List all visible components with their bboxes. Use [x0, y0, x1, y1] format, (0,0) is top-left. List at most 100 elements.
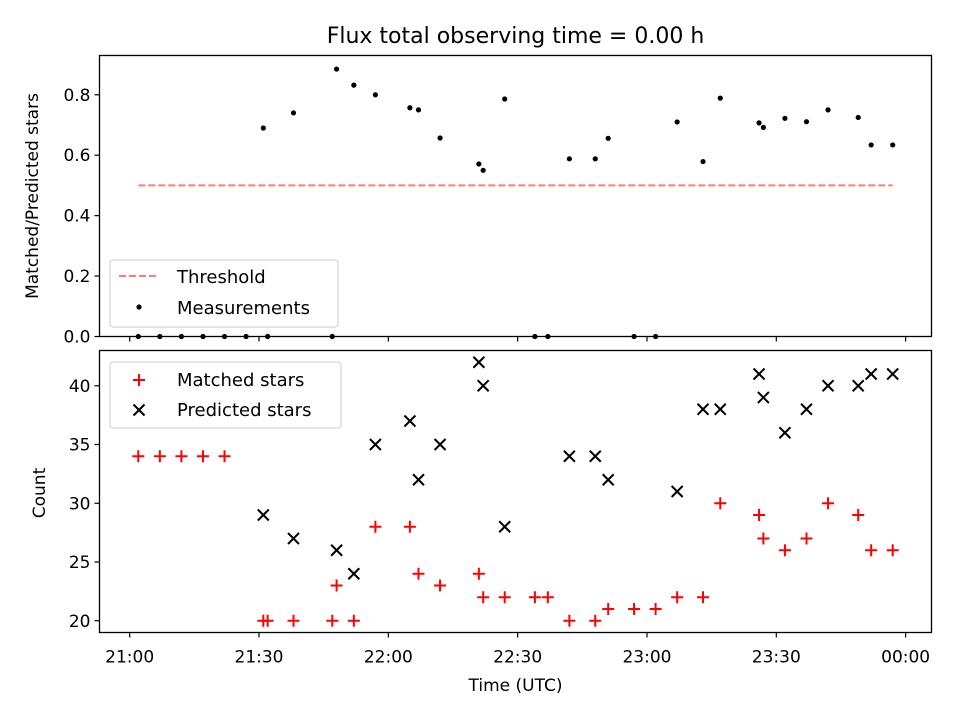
matched-point — [714, 497, 727, 510]
measurement-point — [890, 142, 896, 148]
chart-title: Flux total observing time = 0.00 h — [327, 24, 705, 49]
matched-point — [132, 450, 145, 463]
predicted-point — [696, 403, 710, 416]
cross-stroke-b — [412, 473, 425, 486]
x-tick-label: 22:30 — [493, 648, 542, 668]
top-y-tick-label: 0.0 — [63, 328, 90, 348]
bottom-y-axis-label: Count — [30, 467, 50, 518]
legend-matched-swatch — [133, 374, 145, 386]
cross-stroke-b — [132, 403, 146, 417]
predicted-point — [330, 544, 343, 557]
predicted-point — [433, 438, 447, 451]
x-tick-label: 23:30 — [752, 648, 801, 668]
measurement-point — [260, 125, 266, 131]
bottom-y-tick-label: 25 — [69, 553, 91, 573]
cross-stroke-b — [498, 520, 511, 533]
matched-point — [886, 544, 899, 557]
measurement-point — [333, 66, 340, 72]
measurement-point — [868, 142, 874, 148]
top-y-tick-label: 0.8 — [63, 86, 90, 106]
predicted-point — [864, 367, 878, 381]
bottom-legend: Matched stars Predicted stars — [109, 361, 342, 429]
matched-point — [778, 544, 791, 557]
measurement-point — [415, 107, 422, 113]
bottom-legend-box — [109, 361, 342, 429]
predicted-point — [287, 532, 300, 545]
cross-stroke-b — [472, 356, 486, 369]
bottom-axes-frame — [98, 349, 933, 634]
matched-point — [541, 591, 554, 604]
top-y-tick-label: 0.2 — [63, 267, 90, 287]
matched-point — [261, 614, 274, 627]
top-legend: Threshold Measurements — [109, 259, 339, 328]
matched-point — [369, 520, 382, 533]
bottom-panel: 20 25 30 35 40 21:00 21:30 22:00 22:30 23:00 23:3… — [30, 349, 933, 696]
cross-stroke-b — [330, 544, 343, 557]
measurement-point — [407, 105, 413, 111]
cross-stroke-b — [752, 367, 766, 381]
measurement-point — [605, 135, 611, 141]
x-tick-label: 00:00 — [881, 648, 930, 668]
matched-point — [330, 579, 343, 592]
legend-predicted-swatch — [132, 403, 146, 417]
measurement-point — [480, 167, 486, 173]
top-marks — [135, 66, 896, 340]
top-panel: 0.00.20.40.60.8 Matched/Predicted stars … — [23, 54, 933, 348]
matched-point — [196, 450, 209, 463]
cross-stroke-b — [257, 508, 270, 522]
measurement-point — [756, 120, 762, 126]
matched-point — [697, 591, 710, 604]
top-y-ticks: 0.0 0.2 0.4 0.6 0.8 — [63, 86, 100, 348]
bottom-marks — [132, 356, 899, 627]
matched-point — [434, 579, 447, 592]
measurement-point — [700, 158, 706, 165]
matched-point — [628, 603, 641, 615]
cross-stroke-b — [589, 450, 602, 463]
legend-measurements-label: Measurements — [177, 298, 310, 319]
measurement-point — [372, 92, 378, 98]
matched-point — [403, 520, 416, 533]
predicted-point — [347, 567, 361, 580]
bottom-y-tick-label: 20 — [69, 612, 91, 632]
measurement-point — [782, 115, 788, 121]
matched-point — [287, 614, 300, 627]
matched-point — [757, 532, 770, 545]
bottom-y-tick-label: 30 — [69, 494, 91, 514]
predicted-point — [472, 356, 486, 369]
measurement-point — [502, 96, 508, 102]
predicted-point — [369, 438, 382, 451]
bottom-y-tick-label: 40 — [69, 377, 91, 397]
predicted-point — [601, 473, 615, 486]
measurement-point — [592, 156, 598, 162]
cross-stroke-b — [601, 473, 615, 486]
x-tick-label: 21:00 — [105, 648, 154, 668]
legend-matched-label: Matched stars — [177, 370, 304, 391]
cross-stroke-b — [852, 379, 865, 392]
predicted-point — [498, 520, 511, 533]
matched-point — [852, 509, 865, 521]
matched-point — [153, 450, 166, 463]
measurement-point — [437, 135, 443, 141]
measurement-point — [825, 107, 831, 113]
top-y-tick-label: 0.4 — [63, 207, 90, 227]
matched-point — [602, 603, 615, 615]
predicted-point — [589, 450, 602, 463]
x-tick-label: 21:30 — [235, 648, 284, 668]
cross-stroke-b — [778, 426, 792, 439]
measurement-point — [674, 119, 680, 125]
legend-plus — [133, 374, 145, 386]
cross-stroke-b — [287, 532, 300, 545]
predicted-point — [852, 379, 865, 392]
matched-point — [800, 532, 813, 545]
cross-stroke-b — [403, 414, 417, 428]
x-axis-label: Time (UTC) — [468, 676, 563, 696]
measurement-point — [803, 119, 810, 125]
matched-point — [347, 614, 360, 627]
bottom-x-ticks: 21:00 21:30 22:00 22:30 23:00 23:30 00:00 — [105, 632, 930, 668]
top-x-ticks — [129, 336, 907, 342]
cross-stroke-b — [347, 567, 361, 580]
predicted-point — [257, 508, 270, 522]
legend-measurements-swatch — [136, 304, 142, 310]
measurement-point — [855, 114, 861, 121]
